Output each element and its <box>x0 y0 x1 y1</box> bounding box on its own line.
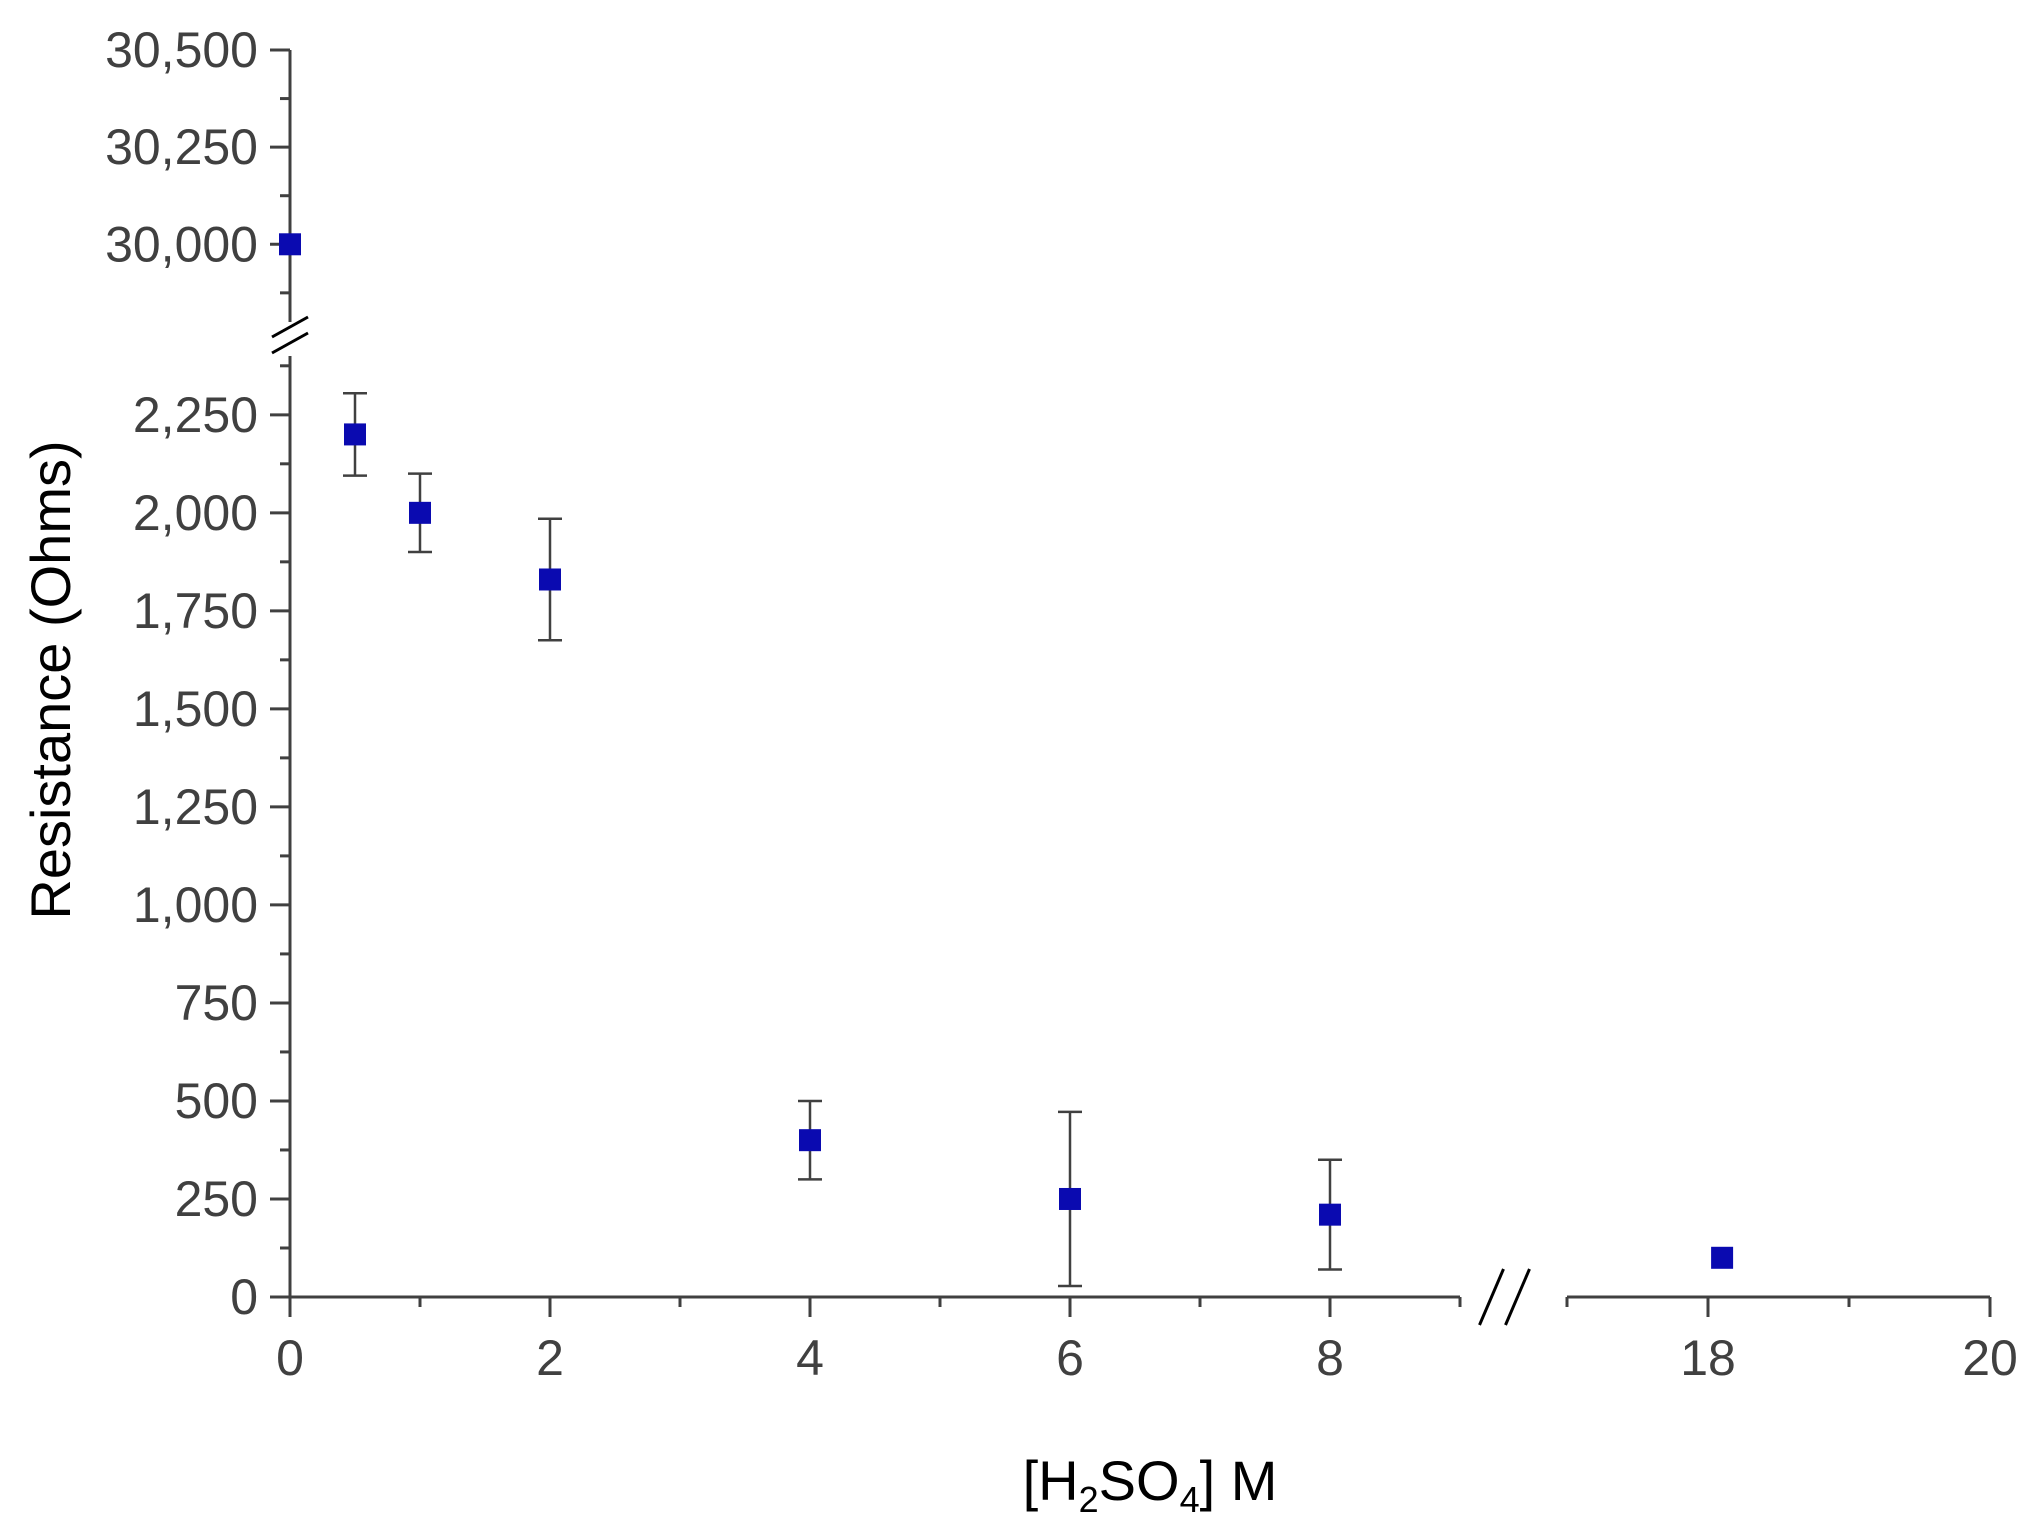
y-tick-label: 1,500 <box>133 681 258 737</box>
x-axis-title-prefix: [H <box>1023 1449 1079 1512</box>
x-tick-label: 0 <box>276 1330 304 1386</box>
y-tick-label: 2,000 <box>133 485 258 541</box>
x-axis-title-mid: SO <box>1099 1449 1180 1512</box>
data-point <box>1319 1203 1341 1226</box>
y-tick-label: 30,500 <box>105 22 258 78</box>
x-axis-title-sub1: 2 <box>1079 1479 1099 1520</box>
x-axis-title-sub2: 4 <box>1180 1479 1200 1520</box>
axes <box>288 50 1990 1299</box>
x-axis-title-suffix: ] M <box>1200 1449 1278 1512</box>
data-point <box>279 233 301 256</box>
x-tick-label: 2 <box>536 1330 564 1386</box>
y-tick-label: 1,750 <box>133 583 258 639</box>
y-tick-label: 750 <box>175 975 258 1031</box>
data-point <box>409 501 431 524</box>
axis-breaks <box>271 315 1531 1326</box>
data-point <box>539 568 561 591</box>
x-axis-title: [H2SO4] M <box>1023 1449 1278 1520</box>
x-axis-break-mark <box>1478 1268 1505 1326</box>
data-points <box>279 233 1734 1269</box>
y-tick-label: 0 <box>230 1269 258 1325</box>
y-tick-label: 30,000 <box>105 216 258 272</box>
error-bars <box>343 391 1342 1288</box>
data-point <box>799 1129 821 1152</box>
data-point <box>1711 1246 1734 1269</box>
x-axis-break-mark <box>1504 1268 1531 1326</box>
x-tick-label: 6 <box>1056 1330 1084 1386</box>
x-tick-label: 4 <box>796 1330 824 1386</box>
y-tick-label: 500 <box>175 1073 258 1129</box>
x-tick-label: 20 <box>1962 1330 2018 1386</box>
y-axis-break-mark <box>271 315 309 339</box>
x-tick-label: 18 <box>1680 1330 1736 1386</box>
y-axis-title: Resistance (Ohms) <box>19 440 82 919</box>
y-axis-break-mark <box>271 331 309 355</box>
data-point <box>344 423 366 446</box>
y-tick-label: 1,000 <box>133 877 258 933</box>
x-tick-label: 8 <box>1316 1330 1344 1386</box>
data-point <box>1059 1187 1081 1210</box>
ticks <box>270 48 1992 1317</box>
y-tick-label: 1,250 <box>133 779 258 835</box>
tick-labels: 0 250 500 750 1,000 1,250 1,500 1,750 2,000 2,250… <box>105 22 2018 1386</box>
y-tick-label: 2,250 <box>133 387 258 443</box>
y-tick-label: 250 <box>175 1171 258 1227</box>
y-tick-label: 30,250 <box>105 119 258 175</box>
